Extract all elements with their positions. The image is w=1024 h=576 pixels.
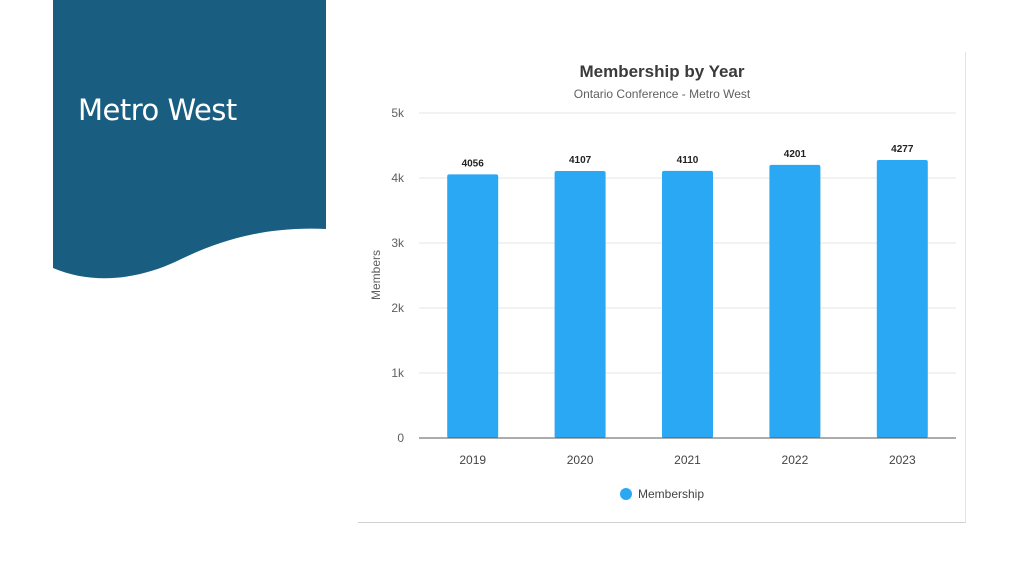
- x-tick-label: 2019: [459, 453, 486, 467]
- y-axis-label: Members: [369, 250, 383, 300]
- x-axis-ticks: 2019 2020 2021 2022 2023: [459, 453, 916, 467]
- chart-legend: Membership: [620, 487, 704, 501]
- bar-2020: [554, 171, 606, 439]
- x-tick-label: 2023: [889, 453, 916, 467]
- data-label-2020: 4107: [569, 155, 592, 166]
- chart-card: Membership by Year Ontario Conference - …: [358, 52, 966, 523]
- data-label-2021: 4110: [677, 155, 699, 166]
- bar-2021: [662, 170, 713, 438]
- y-tick-label: 4k: [391, 171, 405, 185]
- banner-shape: [53, 0, 326, 279]
- y-tick-label: 5k: [391, 106, 405, 120]
- y-tick-label: 3k: [391, 236, 405, 250]
- y-axis-ticks: 0 1k 2k 3k 4k 5k: [391, 106, 405, 445]
- data-labels: 4056 4107 4110 4201 4277: [462, 144, 914, 169]
- y-tick-label: 2k: [391, 301, 405, 315]
- y-tick-label: 1k: [391, 366, 405, 380]
- x-tick-label: 2020: [567, 453, 594, 467]
- legend-swatch-membership: [620, 488, 632, 500]
- membership-chart: Membership by Year Ontario Conference - …: [369, 62, 956, 501]
- x-tick-label: 2021: [674, 453, 701, 467]
- bar-2023: [876, 159, 928, 438]
- y-tick-label: 0: [397, 431, 404, 445]
- x-tick-label: 2022: [782, 453, 809, 467]
- bar-2022: [769, 164, 821, 438]
- bar-2019: [447, 174, 499, 439]
- data-label-2019: 4056: [462, 158, 485, 169]
- legend-label-membership: Membership: [638, 487, 704, 501]
- data-label-2023: 4277: [891, 144, 914, 155]
- slide-title: Metro West: [78, 93, 237, 127]
- chart-title: Membership by Year: [579, 62, 744, 81]
- chart-subtitle: Ontario Conference - Metro West: [574, 87, 751, 101]
- data-label-2022: 4201: [784, 149, 807, 160]
- bars: [447, 159, 928, 439]
